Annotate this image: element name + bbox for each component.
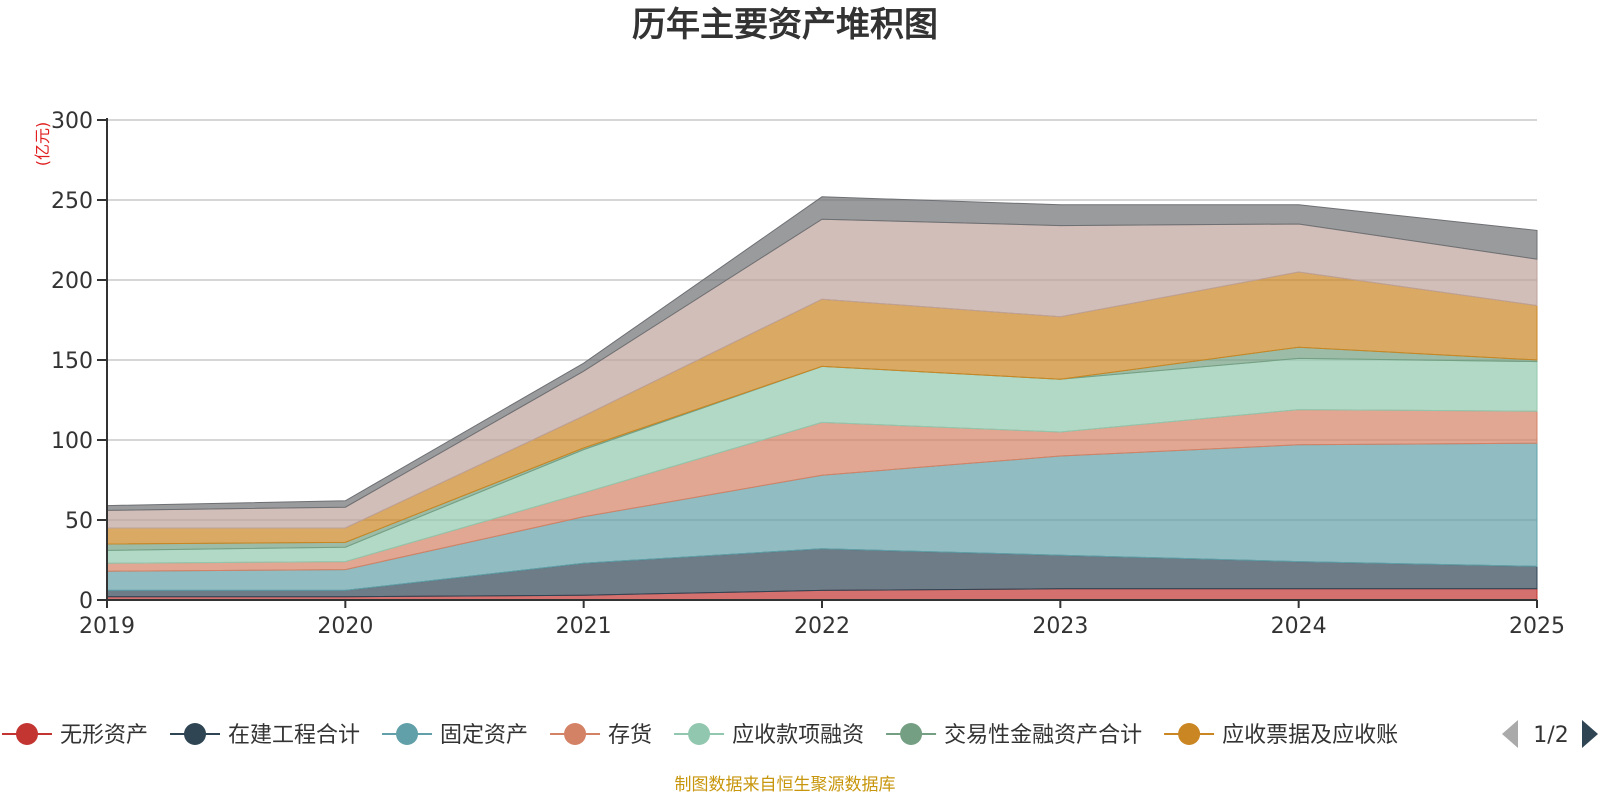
y-tick-label: 0: [79, 589, 93, 614]
legend-page-indicator: 1/2: [1533, 723, 1568, 748]
legend-marker: [396, 723, 419, 745]
legend-label: 应收票据及应收账: [1222, 723, 1398, 748]
x-tick-label: 2024: [1271, 614, 1327, 639]
y-tick-label: 200: [51, 269, 93, 294]
legend-marker: [564, 723, 587, 745]
legend-item-5[interactable]: 交易性金融资产合计: [886, 723, 1142, 748]
legend-label: 交易性金融资产合计: [944, 723, 1142, 748]
y-tick-label: 100: [51, 429, 93, 454]
legend-item-6[interactable]: 应收票据及应收账: [1164, 723, 1398, 748]
legend-marker: [1178, 723, 1201, 745]
legend-item-0[interactable]: 无形资产: [2, 723, 148, 748]
y-tick-label: 300: [51, 109, 93, 134]
y-tick-label: 250: [51, 189, 93, 214]
y-tick-label: 50: [65, 509, 93, 534]
legend-marker: [688, 723, 711, 745]
legend-label: 固定资产: [440, 723, 528, 748]
series-areas: [106, 196, 1538, 601]
legend-item-4[interactable]: 应收款项融资: [674, 723, 864, 748]
x-tick-label: 2023: [1032, 614, 1088, 639]
legend-item-1[interactable]: 在建工程合计: [170, 723, 360, 748]
legend-label: 应收款项融资: [732, 723, 864, 748]
axes: 0 50 100 150 200 250 300 2019 2020 2021 2022 2023 20…: [51, 109, 1565, 639]
legend-item-3[interactable]: 存货: [550, 723, 652, 748]
legend-marker: [184, 723, 207, 745]
legend-item-2[interactable]: 固定资产: [382, 723, 528, 748]
y-unit-label: (亿元): [33, 122, 52, 167]
x-tick-label: 2020: [317, 614, 373, 639]
legend-next-icon[interactable]: [1582, 720, 1598, 748]
source-note: 制图数据来自恒生聚源数据库: [675, 775, 896, 795]
legend-marker: [16, 723, 38, 745]
y-tick-label: 150: [51, 349, 93, 374]
legend-label: 在建工程合计: [228, 723, 360, 748]
area-series-8: [106, 196, 1538, 511]
chart-title: 历年主要资产堆积图: [632, 5, 938, 45]
legend-label: 无形资产: [60, 723, 148, 748]
legend: 无形资产 在建工程合计 固定资产 存货 应收款项融资 交易性金融资产合计 应收票据及应收账 1…: [2, 720, 1598, 748]
x-tick-label: 2019: [79, 614, 135, 639]
legend-label: 存货: [608, 723, 652, 748]
x-tick-label: 2021: [556, 614, 612, 639]
x-tick-label: 2025: [1509, 614, 1565, 639]
x-tick-label: 2022: [794, 614, 850, 639]
legend-marker: [900, 723, 923, 745]
legend-prev-icon[interactable]: [1502, 720, 1518, 748]
